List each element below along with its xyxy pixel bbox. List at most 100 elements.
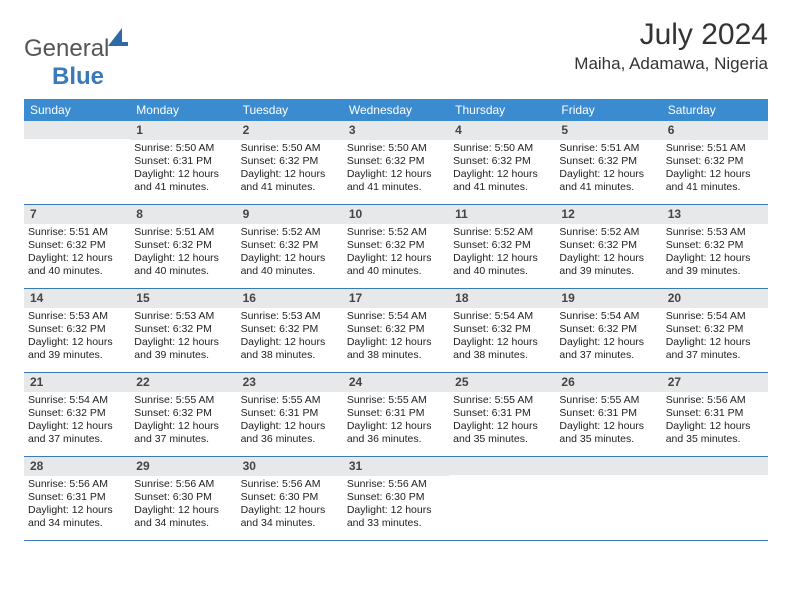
- daylight-line: Daylight: 12 hours and 34 minutes.: [134, 504, 232, 530]
- sunset-line: Sunset: 6:32 PM: [453, 155, 551, 168]
- weekday-header: Friday: [555, 99, 661, 121]
- sunrise-line: Sunrise: 5:55 AM: [347, 394, 445, 407]
- sunrise-line: Sunrise: 5:52 AM: [347, 226, 445, 239]
- day-number: 24: [343, 373, 449, 392]
- day-detail: Sunrise: 5:52 AMSunset: 6:32 PMDaylight:…: [559, 226, 657, 279]
- day-number: 7: [24, 205, 130, 224]
- sunset-line: Sunset: 6:32 PM: [241, 239, 339, 252]
- day-detail: Sunrise: 5:55 AMSunset: 6:31 PMDaylight:…: [347, 394, 445, 447]
- day-number: 14: [24, 289, 130, 308]
- day-detail: Sunrise: 5:53 AMSunset: 6:32 PMDaylight:…: [28, 310, 126, 363]
- sunset-line: Sunset: 6:31 PM: [28, 491, 126, 504]
- sunrise-line: Sunrise: 5:50 AM: [453, 142, 551, 155]
- day-detail: Sunrise: 5:55 AMSunset: 6:31 PMDaylight:…: [559, 394, 657, 447]
- day-detail: Sunrise: 5:56 AMSunset: 6:31 PMDaylight:…: [28, 478, 126, 531]
- sunrise-line: Sunrise: 5:56 AM: [347, 478, 445, 491]
- day-number: 5: [555, 121, 661, 140]
- sunset-line: Sunset: 6:31 PM: [559, 407, 657, 420]
- day-detail: Sunrise: 5:50 AMSunset: 6:31 PMDaylight:…: [134, 142, 232, 195]
- day-detail: Sunrise: 5:51 AMSunset: 6:32 PMDaylight:…: [134, 226, 232, 279]
- location: Maiha, Adamawa, Nigeria: [574, 54, 768, 74]
- sunrise-line: Sunrise: 5:56 AM: [28, 478, 126, 491]
- sunrise-line: Sunrise: 5:53 AM: [666, 226, 764, 239]
- sunset-line: Sunset: 6:32 PM: [347, 239, 445, 252]
- day-cell: 23Sunrise: 5:55 AMSunset: 6:31 PMDayligh…: [237, 373, 343, 457]
- sunrise-line: Sunrise: 5:54 AM: [453, 310, 551, 323]
- sunrise-line: Sunrise: 5:55 AM: [453, 394, 551, 407]
- day-cell: 3 Sunrise: 5:50 AMSunset: 6:32 PMDaylight…: [343, 121, 449, 205]
- sunrise-line: Sunrise: 5:56 AM: [666, 394, 764, 407]
- day-number: 15: [130, 289, 236, 308]
- day-cell: 21 Sunrise: 5:54 AMSunset: 6:32 PMDayligh…: [24, 373, 130, 457]
- day-number: 18: [449, 289, 555, 308]
- sunset-line: Sunset: 6:30 PM: [347, 491, 445, 504]
- day-number: 20: [662, 289, 768, 308]
- sunrise-line: Sunrise: 5:55 AM: [559, 394, 657, 407]
- daylight-line: Daylight: 12 hours and 41 minutes.: [134, 168, 232, 194]
- sunrise-line: Sunrise: 5:52 AM: [241, 226, 339, 239]
- daylight-line: Daylight: 12 hours and 41 minutes.: [453, 168, 551, 194]
- day-cell: 27Sunrise: 5:56 AMSunset: 6:31 PMDayligh…: [662, 373, 768, 457]
- sunset-line: Sunset: 6:32 PM: [134, 239, 232, 252]
- sunrise-line: Sunrise: 5:52 AM: [453, 226, 551, 239]
- sunset-line: Sunset: 6:32 PM: [666, 323, 764, 336]
- daylight-line: Daylight: 12 hours and 35 minutes.: [453, 420, 551, 446]
- day-detail: Sunrise: 5:54 AMSunset: 6:32 PMDaylight:…: [453, 310, 551, 363]
- daylight-line: Daylight: 12 hours and 34 minutes.: [241, 504, 339, 530]
- sunrise-line: Sunrise: 5:50 AM: [241, 142, 339, 155]
- sunrise-line: Sunrise: 5:54 AM: [666, 310, 764, 323]
- sunset-line: Sunset: 6:31 PM: [453, 407, 551, 420]
- daylight-line: Daylight: 12 hours and 39 minutes.: [134, 336, 232, 362]
- day-cell: 22Sunrise: 5:55 AMSunset: 6:32 PMDayligh…: [130, 373, 236, 457]
- sunrise-line: Sunrise: 5:51 AM: [134, 226, 232, 239]
- daylight-line: Daylight: 12 hours and 35 minutes.: [559, 420, 657, 446]
- daylight-line: Daylight: 12 hours and 39 minutes.: [666, 252, 764, 278]
- weekday-header: Thursday: [449, 99, 555, 121]
- daylight-line: Daylight: 12 hours and 40 minutes.: [28, 252, 126, 278]
- day-detail: Sunrise: 5:56 AMSunset: 6:30 PMDaylight:…: [134, 478, 232, 531]
- sunset-line: Sunset: 6:32 PM: [241, 323, 339, 336]
- day-number: 11: [449, 205, 555, 224]
- day-cell: 6Sunrise: 5:51 AMSunset: 6:32 PMDaylight…: [662, 121, 768, 205]
- logo: General Blue: [24, 28, 129, 91]
- day-number: 3: [343, 121, 449, 140]
- daylight-line: Daylight: 12 hours and 40 minutes.: [241, 252, 339, 278]
- day-cell: 16Sunrise: 5:53 AMSunset: 6:32 PMDayligh…: [237, 289, 343, 373]
- sunrise-line: Sunrise: 5:50 AM: [134, 142, 232, 155]
- day-detail: Sunrise: 5:50 AMSunset: 6:32 PMDaylight:…: [347, 142, 445, 195]
- daylight-line: Daylight: 12 hours and 39 minutes.: [559, 252, 657, 278]
- day-cell: 28Sunrise: 5:56 AMSunset: 6:31 PMDayligh…: [24, 457, 130, 541]
- day-detail: Sunrise: 5:55 AMSunset: 6:31 PMDaylight:…: [241, 394, 339, 447]
- sunrise-line: Sunrise: 5:52 AM: [559, 226, 657, 239]
- daylight-line: Daylight: 12 hours and 36 minutes.: [347, 420, 445, 446]
- daylight-line: Daylight: 12 hours and 41 minutes.: [559, 168, 657, 194]
- sunset-line: Sunset: 6:31 PM: [241, 407, 339, 420]
- day-detail: Sunrise: 5:50 AMSunset: 6:32 PMDaylight:…: [453, 142, 551, 195]
- sunrise-line: Sunrise: 5:56 AM: [134, 478, 232, 491]
- day-detail: Sunrise: 5:50 AMSunset: 6:32 PMDaylight:…: [241, 142, 339, 195]
- day-cell: 20Sunrise: 5:54 AMSunset: 6:32 PMDayligh…: [662, 289, 768, 373]
- day-detail: Sunrise: 5:56 AMSunset: 6:31 PMDaylight:…: [666, 394, 764, 447]
- daylight-line: Daylight: 12 hours and 37 minutes.: [28, 420, 126, 446]
- day-number: 30: [237, 457, 343, 476]
- day-cell: 2Sunrise: 5:50 AMSunset: 6:32 PMDaylight…: [237, 121, 343, 205]
- day-cell: 9Sunrise: 5:52 AMSunset: 6:32 PMDaylight…: [237, 205, 343, 289]
- sunrise-line: Sunrise: 5:54 AM: [559, 310, 657, 323]
- day-detail: Sunrise: 5:54 AMSunset: 6:32 PMDaylight:…: [28, 394, 126, 447]
- day-number: 21: [24, 373, 130, 392]
- day-detail: Sunrise: 5:52 AMSunset: 6:32 PMDaylight:…: [347, 226, 445, 279]
- sunset-line: Sunset: 6:32 PM: [666, 155, 764, 168]
- day-number: 12: [555, 205, 661, 224]
- day-cell: 18 Sunrise: 5:54 AMSunset: 6:32 PMDayligh…: [449, 289, 555, 373]
- sunrise-line: Sunrise: 5:51 AM: [28, 226, 126, 239]
- day-detail: Sunrise: 5:53 AMSunset: 6:32 PMDaylight:…: [134, 310, 232, 363]
- day-detail: Sunrise: 5:51 AMSunset: 6:32 PMDaylight:…: [28, 226, 126, 279]
- daylight-line: Daylight: 12 hours and 40 minutes.: [347, 252, 445, 278]
- day-cell: 19Sunrise: 5:54 AMSunset: 6:32 PMDayligh…: [555, 289, 661, 373]
- sunset-line: Sunset: 6:31 PM: [666, 407, 764, 420]
- day-cell-empty: [449, 457, 555, 541]
- day-number: 17: [343, 289, 449, 308]
- day-cell: 14 Sunrise: 5:53 AMSunset: 6:32 PMDayligh…: [24, 289, 130, 373]
- day-number: 10: [343, 205, 449, 224]
- day-detail: Sunrise: 5:52 AMSunset: 6:32 PMDaylight:…: [453, 226, 551, 279]
